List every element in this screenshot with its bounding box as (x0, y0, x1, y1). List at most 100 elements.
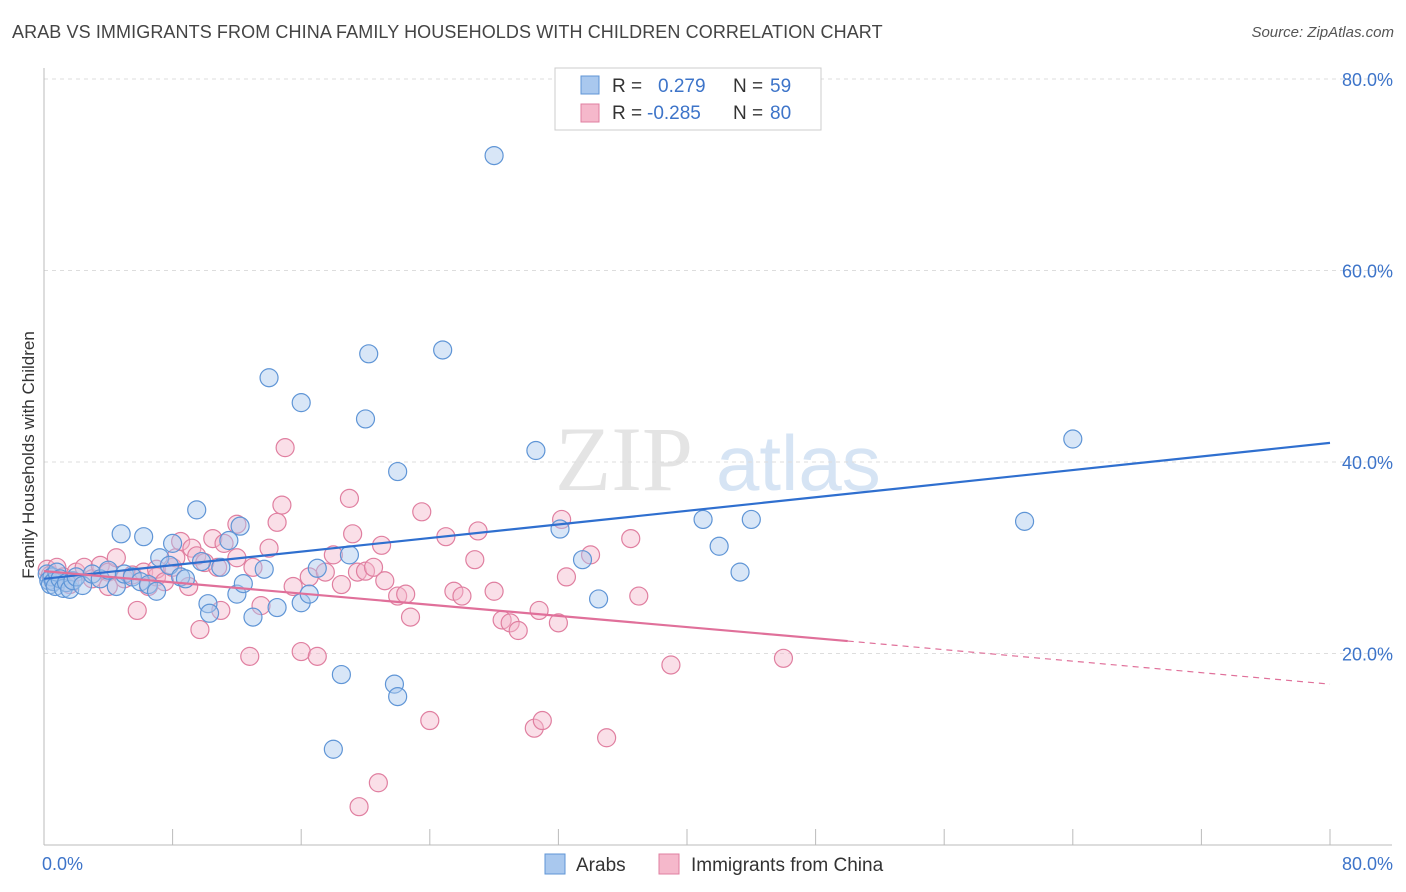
china-point-64 (465, 550, 485, 570)
china-point-59 (412, 502, 432, 522)
china-point-38 (259, 538, 279, 558)
legend-r-label-china: R = (612, 103, 642, 124)
china-point-63 (452, 586, 472, 606)
china-point-79 (629, 586, 649, 606)
china-point-49 (339, 488, 360, 508)
china-point-40 (272, 495, 292, 515)
arabs-point-37 (230, 516, 250, 536)
arabs-point-66 (1063, 429, 1083, 449)
arabs-point-51 (359, 344, 379, 364)
china-point-72 (532, 710, 552, 731)
china-point-15 (127, 600, 147, 621)
china-point-37 (251, 596, 271, 616)
legend-swatch-arabs (580, 75, 600, 95)
bottom-legend-label-arabs: Arabs (576, 855, 626, 876)
arabs-point-22 (134, 527, 154, 547)
legend-r-value-china: -0.285 (647, 103, 701, 124)
y-tick-label-2: 60.0% (1342, 262, 1393, 282)
china-trend-line (43, 570, 848, 643)
arabs-point-61 (693, 509, 713, 530)
arabs-point-62 (709, 536, 729, 556)
arabs-point-46 (307, 558, 327, 578)
arabs-point-34 (211, 557, 231, 577)
china-point-23 (171, 531, 191, 552)
arabs-point-63 (730, 562, 750, 582)
arabs-point-55 (433, 340, 453, 360)
china-point-71 (529, 600, 549, 621)
arabs-point-36 (227, 584, 247, 604)
legend-r-value-arabs: 0.279 (658, 76, 706, 97)
china-point-77 (597, 728, 617, 748)
watermark-zip: ZIP (555, 408, 693, 510)
watermark: ZIP atlas (555, 408, 881, 510)
trend-lines (43, 441, 1331, 685)
arabs-point-47 (331, 664, 351, 685)
arabs-point-56 (484, 146, 504, 166)
arabs-point-19 (111, 524, 131, 544)
x-tick-label-0: 0.0% (42, 854, 83, 874)
china-point-42 (283, 576, 303, 597)
chart-source: Source: ZipAtlas.com (1251, 24, 1394, 41)
arabs-point-43 (291, 393, 311, 413)
y-axis-label: Family Households with Children (19, 331, 38, 579)
arabs-point-39 (243, 607, 263, 627)
china-point-65 (468, 521, 488, 541)
legend-n-label-china: N = (733, 103, 763, 124)
china-point-66 (484, 581, 504, 601)
x-tick-labels: 0.0% 80.0% (42, 854, 1393, 874)
china-point-69 (508, 620, 528, 641)
legend-n-value-arabs: 59 (770, 76, 791, 97)
china-point-45 (307, 646, 327, 666)
arabs-point-57 (526, 440, 546, 461)
china-point-57 (396, 584, 416, 604)
arabs-point-52 (384, 674, 405, 694)
china-point-73 (548, 613, 569, 633)
china-point-29 (203, 528, 223, 549)
china-point-43 (291, 641, 311, 662)
china-trend-line-extrapolated (847, 640, 1331, 685)
bottom-legend-label-china: Immigrants from China (691, 855, 884, 876)
chart-title: ARAB VS IMMIGRANTS FROM CHINA FAMILY HOU… (12, 22, 883, 42)
arabs-point-42 (267, 597, 287, 618)
china-point-82 (368, 773, 388, 793)
arabs-point-41 (259, 368, 279, 388)
legend-swatch-china (580, 103, 600, 123)
axes (43, 68, 1392, 846)
arabs-point-33 (199, 603, 220, 623)
china-point-48 (331, 574, 351, 595)
bottom-legend: Arabs Immigrants from China (544, 853, 884, 876)
legend-n-label-arabs: N = (733, 76, 763, 97)
china-point-81 (773, 648, 794, 668)
arabs-point-29 (175, 569, 196, 589)
y-tick-label-3: 80.0% (1342, 70, 1393, 90)
arabs-point-8 (53, 578, 73, 598)
arabs-point-35 (219, 530, 239, 551)
arabs-point-24 (146, 581, 167, 601)
china-point-34 (227, 514, 247, 534)
arabs-point-50 (355, 409, 376, 429)
arabs-point-60 (588, 589, 609, 609)
x-tick-label-1: 80.0% (1342, 854, 1393, 874)
arabs-point-64 (741, 509, 761, 530)
china-point-70 (524, 718, 544, 738)
arabs-point-59 (572, 550, 593, 570)
arabs-point-54 (388, 461, 408, 482)
china-point-41 (275, 438, 295, 458)
legend-r-label-arabs: R = (612, 76, 642, 97)
china-point-83 (349, 797, 369, 817)
legend-n-value-china: 80 (770, 103, 791, 124)
china-point-54 (371, 535, 392, 555)
china-point-35 (240, 646, 260, 666)
arabs-trend-line (43, 441, 1331, 580)
arabs-point-48 (339, 545, 360, 565)
china-point-50 (343, 524, 363, 544)
bottom-legend-swatch-arabs (544, 853, 566, 875)
china-point-58 (400, 607, 421, 627)
bottom-legend-swatch-china (658, 853, 680, 875)
china-point-68 (500, 613, 520, 633)
arabs-point-49 (323, 739, 343, 759)
legend: R = 0.279 N = 59 R = -0.285 N = 80 (554, 67, 822, 131)
china-point-53 (363, 557, 384, 577)
arabs-point-32 (198, 594, 218, 614)
china-point-75 (556, 567, 577, 587)
